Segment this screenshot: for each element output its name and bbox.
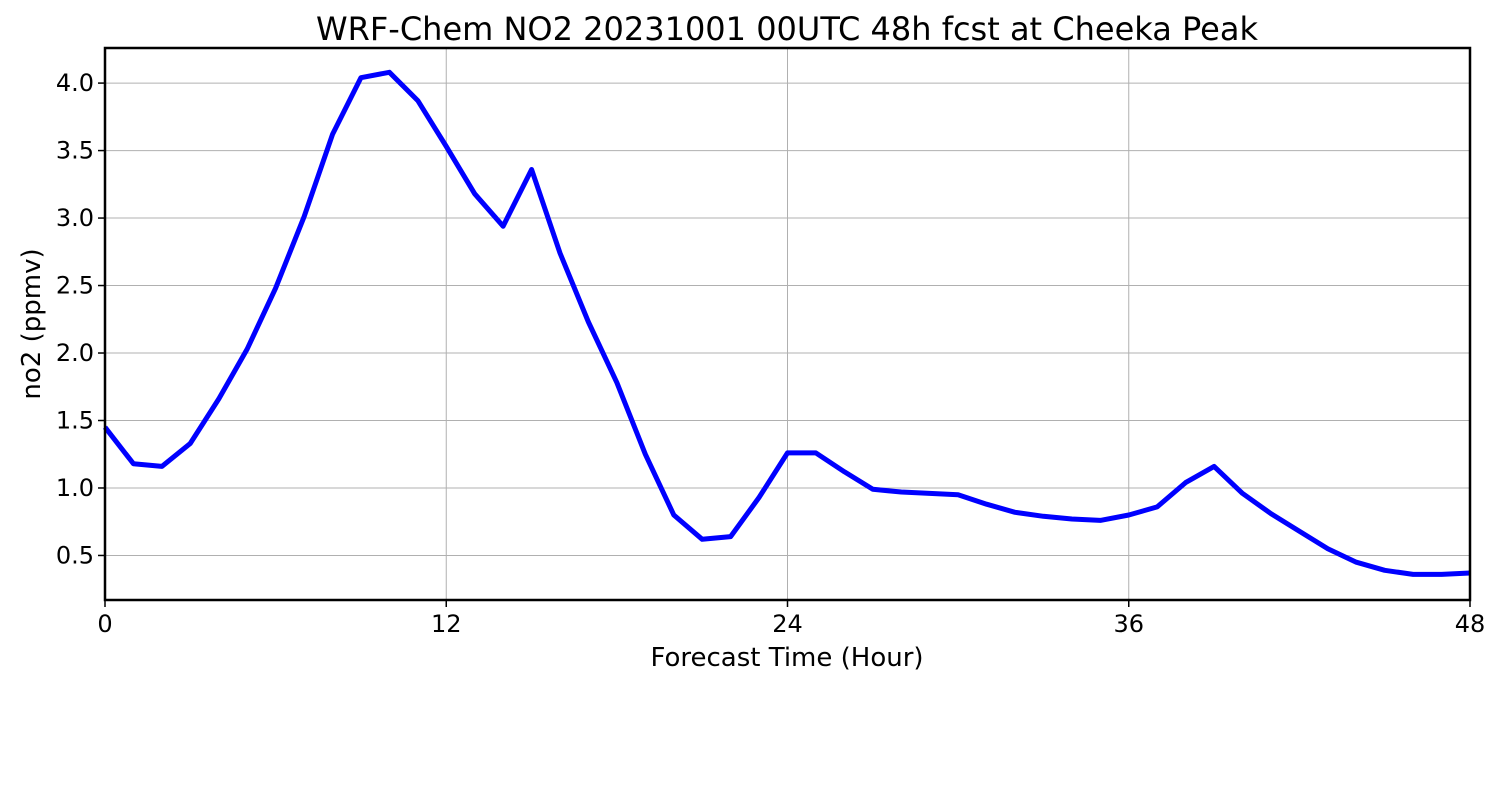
y-tick-label: 3.5 <box>56 137 94 165</box>
x-axis-title: Forecast Time (Hour) <box>650 643 923 673</box>
y-tick-label: 0.5 <box>56 541 94 569</box>
chart-title: WRF-Chem NO2 20231001 00UTC 48h fcst at … <box>316 10 1258 48</box>
ticks: 0 12 24 36 48 0.5 1.0 1.5 2.0 2.5 3.0 3.5 4.0 <box>56 69 1485 638</box>
series-layer <box>103 69 1471 577</box>
x-tick-label: 24 <box>772 610 803 638</box>
y-tick-label: 1.0 <box>56 474 94 502</box>
no2-series-line <box>103 69 1471 577</box>
x-tick-label: 0 <box>97 610 112 638</box>
x-tick-label: 36 <box>1113 610 1144 638</box>
x-tick-label: 48 <box>1455 610 1486 638</box>
grid <box>104 48 1471 600</box>
y-tick-label: 2.5 <box>56 272 94 300</box>
y-tick-label: 1.5 <box>56 406 94 434</box>
y-tick-label: 3.0 <box>56 204 94 232</box>
y-tick-label: 4.0 <box>56 69 94 97</box>
x-tick-label: 12 <box>431 610 462 638</box>
y-tick-label: 2.0 <box>56 339 94 367</box>
y-axis-title: no2 (ppmv) <box>17 248 47 399</box>
